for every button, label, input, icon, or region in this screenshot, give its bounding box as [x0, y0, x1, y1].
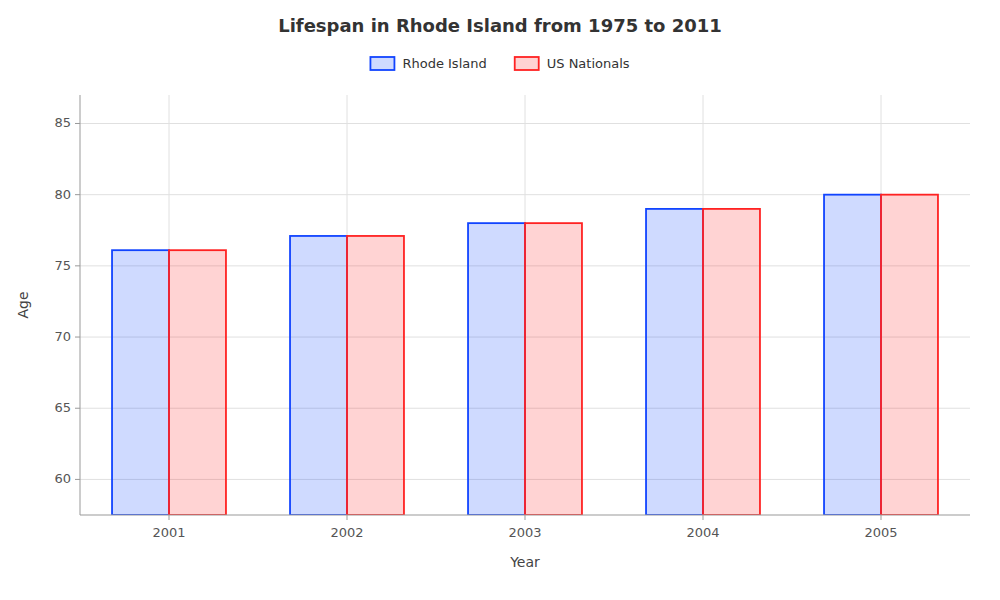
- x-tick: [347, 515, 348, 520]
- bar: [525, 223, 582, 515]
- legend-swatch: [370, 57, 394, 70]
- bars: [112, 195, 938, 515]
- y-tick: [75, 337, 80, 338]
- chart: 60 65 70 75 80 85 2001 2002 2003 2004 2005 Year Age L…: [0, 0, 1000, 600]
- x-tick-label: 2004: [686, 525, 719, 540]
- y-axis-line: [80, 95, 81, 515]
- y-tick-label: 75: [54, 258, 71, 273]
- x-axis-label: Year: [509, 554, 540, 570]
- x-tick: [881, 515, 882, 520]
- y-tick-label: 85: [54, 115, 71, 130]
- bar: [824, 195, 881, 515]
- bar: [290, 236, 347, 515]
- grid: [80, 95, 970, 515]
- bar: [347, 236, 404, 515]
- y-tick-label: 80: [54, 187, 71, 202]
- x-tick: [525, 515, 526, 520]
- y-tick: [75, 123, 80, 124]
- chart-container: 60 65 70 75 80 85 2001 2002 2003 2004 2005 Year Age L…: [0, 0, 1000, 600]
- y-tick-label: 70: [54, 329, 71, 344]
- y-tick: [75, 265, 80, 266]
- y-tick: [75, 408, 80, 409]
- legend: Rhode Island US Nationals: [370, 56, 629, 71]
- y-tick: [75, 194, 80, 195]
- bar: [169, 250, 226, 515]
- x-tick: [169, 515, 170, 520]
- axes: 60 65 70 75 80 85 2001 2002 2003 2004 2005: [54, 95, 970, 540]
- legend-label: US Nationals: [547, 56, 630, 71]
- x-tick-label: 2003: [508, 525, 541, 540]
- legend-swatch: [515, 57, 539, 70]
- y-tick: [75, 479, 80, 480]
- x-tick-label: 2002: [330, 525, 363, 540]
- bar: [112, 250, 169, 515]
- bar: [468, 223, 525, 515]
- y-tick-label: 60: [54, 471, 71, 486]
- bar: [703, 209, 760, 515]
- y-tick-label: 65: [54, 400, 71, 415]
- y-axis-label: Age: [15, 291, 31, 318]
- legend-item: Rhode Island: [370, 56, 486, 71]
- bar: [646, 209, 703, 515]
- x-tick: [703, 515, 704, 520]
- legend-label: Rhode Island: [402, 56, 486, 71]
- legend-item: US Nationals: [515, 56, 630, 71]
- x-tick-label: 2001: [152, 525, 185, 540]
- x-tick-label: 2005: [864, 525, 897, 540]
- bar: [881, 195, 938, 515]
- title: Lifespan in Rhode Island from 1975 to 20…: [278, 15, 722, 36]
